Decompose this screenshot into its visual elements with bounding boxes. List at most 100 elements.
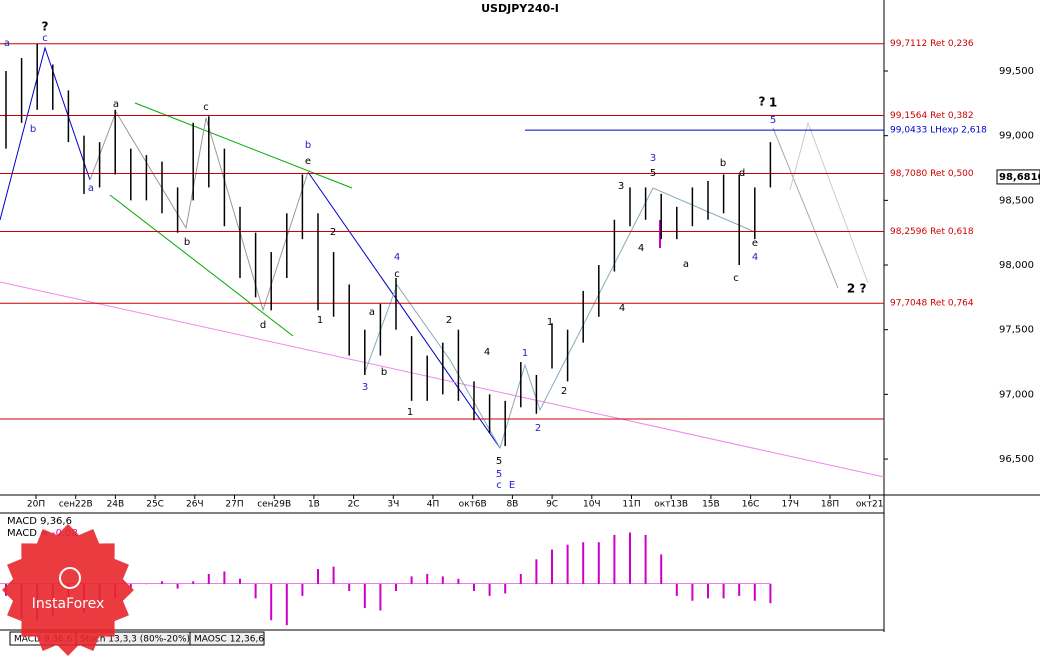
- wave-label: b: [305, 140, 311, 151]
- wave-label: 5: [770, 115, 776, 126]
- macd-bar: [441, 576, 444, 584]
- macd-bar: [519, 573, 522, 584]
- macd-bar: [270, 583, 273, 621]
- wave-label: 4: [752, 252, 758, 263]
- wave-label: d: [739, 168, 745, 179]
- y-tick-label: 96,500: [999, 454, 1034, 465]
- wave-label: 3: [618, 181, 624, 192]
- x-tick-label: окт6В: [459, 500, 487, 510]
- wave-label: d: [260, 320, 266, 331]
- last-price-box: [996, 169, 1040, 185]
- macd-bar: [488, 583, 491, 596]
- level-label: 99,0433 LHexp 2,618: [890, 126, 987, 136]
- level-label: 99,1564 Ret 0,382: [890, 111, 974, 121]
- last-price-label: 98,6810: [999, 172, 1040, 183]
- x-tick-label: 26Ч: [186, 500, 204, 510]
- x-tick-label: 10Ч: [583, 500, 601, 510]
- macd-bar: [582, 542, 585, 584]
- x-tick-label: 15В: [702, 500, 720, 510]
- wave-label: 4: [619, 303, 625, 314]
- x-tick-label: 20П: [27, 500, 45, 510]
- wave-label: 5: [496, 456, 502, 467]
- macd-bar: [597, 542, 600, 584]
- macd-bar: [239, 578, 241, 584]
- wave-label: a: [683, 259, 689, 270]
- wave-label: c: [42, 33, 48, 44]
- wave-label: 1: [317, 315, 323, 326]
- macd-bar: [660, 554, 663, 584]
- level-label: 99,7112 Ret 0,236: [890, 39, 974, 49]
- macd-bar: [223, 571, 226, 584]
- macd-bar: [348, 583, 351, 591]
- y-tick-label: 99,500: [999, 66, 1034, 77]
- wave-label: c: [733, 273, 739, 284]
- macd-title: MACD 9,36,6: [7, 516, 72, 527]
- x-tick-label: сен22В: [59, 500, 93, 510]
- macd-bar: [769, 583, 772, 604]
- wave-label: a: [369, 307, 375, 318]
- macd-bar: [379, 583, 382, 611]
- x-tick-label: 11П: [622, 500, 640, 510]
- y-tick-label: 97,000: [999, 389, 1034, 400]
- wave-label: ?: [759, 95, 766, 109]
- wave-label: 5: [496, 469, 502, 480]
- wave-label: 2: [446, 315, 452, 326]
- wave-label: e: [305, 156, 311, 167]
- wave-label: ?: [42, 20, 49, 34]
- x-tick-label: 9С: [546, 500, 558, 510]
- wave-label: 5: [650, 168, 656, 179]
- macd-bar: [254, 583, 257, 599]
- macd-bar: [301, 583, 304, 596]
- level-label: 97,7048 Ret 0,764: [890, 299, 974, 309]
- level-label: 98,2596 Ret 0,618: [890, 227, 974, 237]
- wave-label: 1: [769, 96, 777, 110]
- macd-bar: [738, 583, 741, 596]
- macd-bar: [285, 583, 288, 626]
- wave-line: [307, 171, 501, 449]
- x-tick-label: 3Ч: [387, 500, 399, 510]
- macd-bar: [363, 583, 366, 609]
- wave-label: a: [113, 99, 119, 110]
- tab[interactable]: [189, 631, 265, 646]
- wave-label: 1: [547, 317, 553, 328]
- x-tick-label: 24В: [107, 500, 125, 510]
- y-tick-label: 98,000: [999, 260, 1034, 271]
- wave-label: c: [203, 102, 209, 113]
- macd-bar: [629, 532, 631, 584]
- wave-label: b: [720, 158, 726, 169]
- macd-bar: [192, 581, 195, 584]
- brand-badge: [2, 524, 134, 656]
- macd-bar: [317, 569, 319, 584]
- x-tick-label: 8В: [506, 500, 518, 510]
- x-tick-label: 17Ч: [781, 500, 799, 510]
- macd-bar: [753, 583, 756, 601]
- trend-line: [109, 194, 294, 337]
- tab-label[interactable]: MAOSC 12,36,6: [194, 635, 264, 645]
- tab-label[interactable]: Stoch 13,3,3 (80%-20%): [80, 635, 190, 645]
- x-tick-label: окт13В: [654, 500, 688, 510]
- macd-bar: [535, 559, 538, 584]
- wave-label: 2: [330, 227, 336, 238]
- x-tick-label: 2С: [348, 500, 360, 510]
- macd-bar: [410, 576, 413, 584]
- wave-label: c: [394, 269, 400, 280]
- macd-bar: [176, 583, 179, 589]
- macd-bar: [395, 583, 397, 591]
- wave-label: 1: [407, 407, 413, 418]
- macd-bar: [129, 583, 132, 589]
- wave-label: 2: [847, 282, 855, 296]
- wave-label: 3: [362, 382, 368, 393]
- wave-line: [0, 46, 91, 221]
- wave-label: 3: [650, 153, 656, 164]
- macd-bar: [566, 544, 569, 584]
- wave-label: c: [496, 480, 502, 491]
- level-label: 98,7080 Ret 0,500: [890, 169, 974, 179]
- x-tick-label: окт21: [856, 500, 884, 510]
- brand-name: InstaForex: [32, 596, 105, 612]
- macd-bar: [161, 581, 163, 584]
- wave-label: e: [752, 238, 758, 249]
- macd-bar: [707, 583, 709, 599]
- macd-bar: [691, 583, 694, 601]
